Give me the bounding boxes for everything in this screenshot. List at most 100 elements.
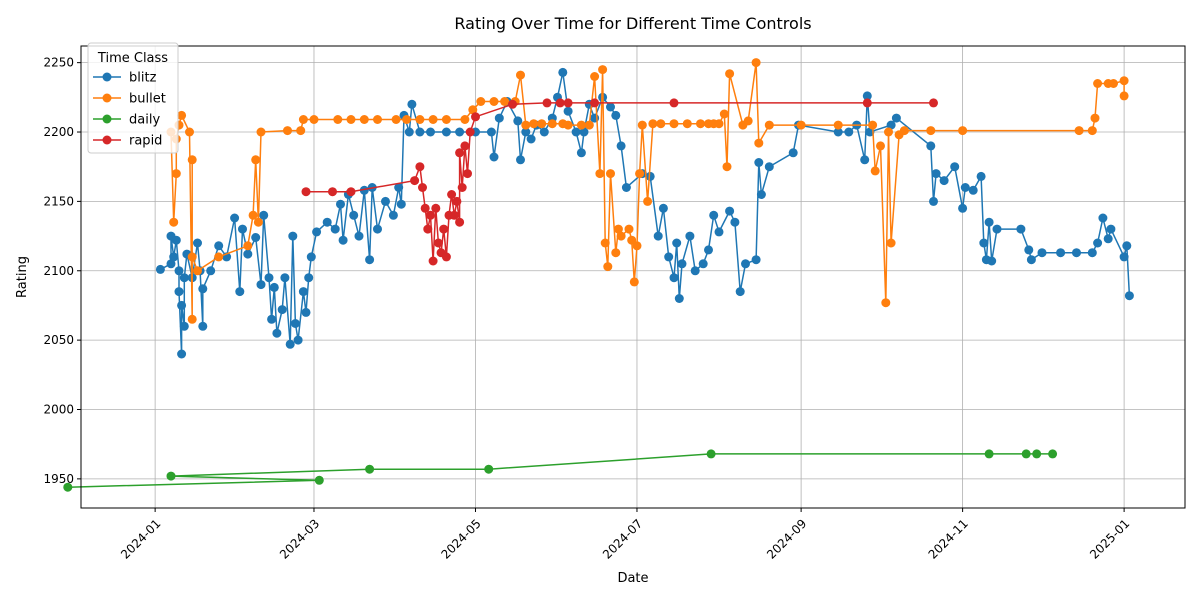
series-layer [63,58,1134,492]
y-tick-label: 2250 [43,56,74,70]
data-point-blitz [735,287,745,297]
data-point-bullet [606,169,615,179]
data-point-bullet [256,127,266,137]
data-point-blitz [288,231,298,241]
data-point-bullet [489,97,499,106]
data-point-rapid [929,98,938,108]
data-point-rapid [508,99,517,109]
data-point-blitz [298,287,308,297]
data-point-bullet [725,69,735,79]
data-point-bullet [669,119,679,129]
data-point-bullet [391,115,401,124]
data-point-daily [314,475,324,485]
data-point-blitz [674,294,684,303]
data-point-bullet [624,224,634,234]
data-point-blitz [155,264,165,274]
data-point-blitz [1016,224,1026,234]
data-point-blitz [1098,213,1108,223]
data-point-rapid [439,224,449,234]
data-point-blitz [198,284,208,294]
data-point-rapid [457,183,467,192]
data-point-blitz [672,238,682,248]
data-point-blitz [171,235,181,245]
data-point-rapid [441,252,451,262]
data-point-rapid [428,256,438,266]
data-point-bullet [696,119,705,129]
data-point-blitz [269,282,279,292]
data-point-blitz [396,199,406,209]
legend: Time Class blitz bullet daily rapid [87,42,179,154]
data-point-blitz [950,162,960,172]
data-point-blitz [330,224,340,234]
data-point-blitz [1087,248,1097,258]
data-point-bullet [833,120,843,130]
data-point-blitz [658,203,668,213]
data-point-blitz [267,314,277,324]
data-point-blitz [338,235,348,245]
data-point-bullet [764,120,774,130]
data-point-blitz [960,183,970,192]
data-point-blitz [958,203,968,213]
data-point-blitz [730,217,740,227]
data-point-bullet [500,97,510,106]
data-point-bullet [187,155,197,165]
data-point-blitz [860,155,870,165]
data-point-blitz [653,231,663,241]
data-point-bullet [870,166,880,176]
data-point-blitz [704,245,713,255]
data-point-bullet [868,120,878,130]
data-point-blitz [1024,245,1034,255]
data-point-blitz [1119,252,1129,262]
data-point-blitz [285,339,295,349]
data-point-blitz [256,280,266,290]
data-point-blitz [293,335,303,345]
data-point-bullet [751,58,761,68]
legend-label-bullet: bullet [129,92,166,107]
y-tick-label: 2000 [43,402,74,416]
data-point-blitz [407,99,417,109]
data-point-daily [365,464,375,474]
data-point-blitz [664,252,674,262]
data-point-bullet [516,70,525,80]
series-bullet [166,58,1129,324]
y-tick-label: 2050 [43,333,74,347]
data-point-rapid [465,127,475,137]
data-point-bullet [590,72,600,81]
data-point-blitz [1026,255,1036,265]
data-point-blitz [441,127,451,137]
data-point-blitz [1124,291,1134,301]
data-point-blitz [280,273,290,283]
data-point-blitz [709,210,719,220]
data-point-blitz [243,249,253,259]
data-point-bullet [441,115,451,124]
data-point-bullet [177,110,187,120]
data-point-rapid [455,148,465,158]
data-point-rapid [862,98,872,108]
data-point-blitz [235,287,245,297]
data-point-blitz [526,134,536,144]
data-point-blitz [571,127,581,137]
data-point-blitz [606,102,615,112]
data-point-rapid [301,187,311,197]
data-point-blitz [725,206,735,216]
data-point-blitz [513,116,523,126]
data-point-daily [1021,449,1031,459]
data-point-blitz [251,233,261,242]
data-point-blitz [214,241,224,251]
data-point-rapid [431,203,441,213]
y-axis-label: Rating [15,256,30,298]
data-point-rapid [346,187,356,197]
data-point-blitz [1072,248,1081,258]
y-tick-label: 2150 [43,194,74,208]
data-point-bullet [576,120,586,130]
data-point-blitz [714,227,724,237]
series-line-daily [67,453,1053,488]
data-point-bullet [796,120,806,130]
data-point-blitz [1106,224,1116,234]
y-tick-label: 1950 [43,472,74,486]
data-point-bullet [460,115,470,124]
data-point-rapid [471,112,480,122]
data-point-rapid [590,98,600,108]
data-point-rapid [447,190,457,199]
